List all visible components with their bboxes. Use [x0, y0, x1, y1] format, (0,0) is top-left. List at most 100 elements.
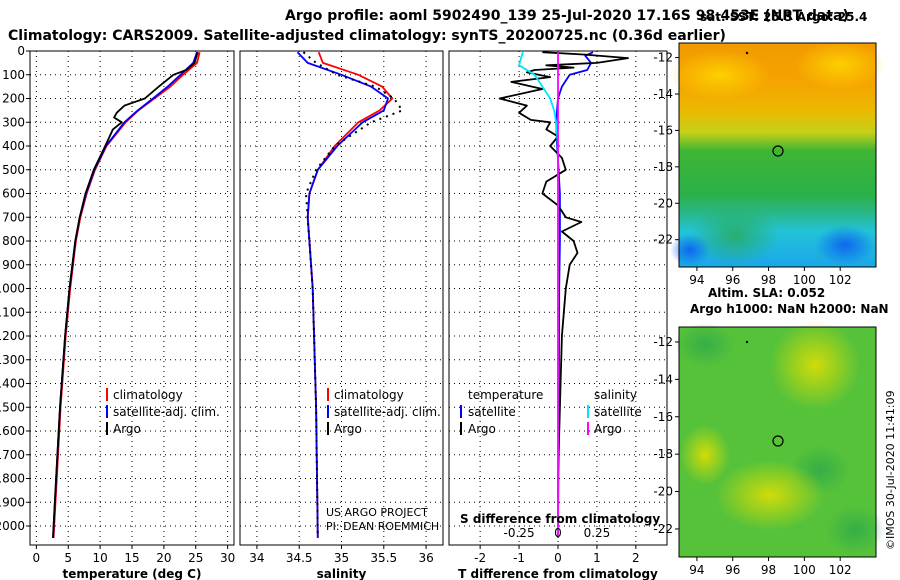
- map-x-tick-label: 100: [793, 273, 816, 287]
- sst-warm-patch: [795, 40, 885, 90]
- map-y-tick-label: -12: [653, 335, 673, 349]
- x-tick-label: 15: [124, 551, 139, 565]
- map-x-tick-label: 94: [689, 273, 704, 287]
- map-y-tick-label: -16: [653, 123, 673, 137]
- x-tick-label: 0: [554, 551, 562, 565]
- sla-map-title-line-1: Altim. SLA: 0.052: [708, 286, 825, 300]
- difference-panel: -2 -1 0 1 2 T difference from climatology -0.2…: [448, 50, 668, 580]
- x-tick-label: 1: [593, 551, 601, 565]
- legend-s-argo-label: Argo: [594, 422, 622, 436]
- x-tick-label: -1: [513, 551, 525, 565]
- map-x-tick-label: 100: [793, 563, 816, 577]
- x-tick-label: 34: [249, 551, 264, 565]
- series-line-climatology: [52, 51, 201, 538]
- sla-map: [675, 320, 885, 558]
- legend-climatology-label: climatology: [113, 388, 183, 402]
- y-tick-label: 600: [2, 187, 25, 201]
- y-tick-label: 1800: [0, 472, 25, 486]
- s-tick-label: -0.25: [504, 526, 535, 540]
- legend-argo-label: Argo: [334, 422, 362, 436]
- imos-credit: ©IMOS 30-Jul-2020 11:41:09: [884, 390, 897, 550]
- plot-frame: [239, 50, 444, 546]
- y-tick-label: 1300: [0, 353, 25, 367]
- x-axis-label: T difference from climatology: [458, 567, 658, 580]
- x-tick-label: 25: [188, 551, 203, 565]
- series-line-climatology: [306, 51, 394, 538]
- legend-satellite-label: satellite-adj. clim.: [334, 405, 441, 419]
- s-difference-label: S difference from climatology: [460, 512, 660, 526]
- salinity-legend: climatology satellite-adj. clim. Argo US…: [326, 388, 441, 533]
- y-tick-label: 100: [2, 68, 25, 82]
- argo-float-marker: [772, 435, 784, 447]
- sst-map-title: sat. SST: 25.3 Argo: 25.4: [700, 10, 867, 24]
- series-line-satellite-adj-clim-: [52, 51, 198, 538]
- map-y-tick-label: -22: [653, 233, 673, 247]
- x-axis-label: temperature (deg C): [63, 567, 202, 580]
- sla-map-frame: [678, 326, 877, 558]
- pi-annotation-line-2: PI: DEAN ROEMMICH: [326, 520, 439, 533]
- series-line-argo: [52, 51, 199, 538]
- title-line-2: Climatology: CARS2009. Satellite-adjuste…: [8, 28, 726, 44]
- map-x-tick-label: 102: [829, 273, 852, 287]
- sla-high-patch: [715, 460, 825, 530]
- y-tick-label: 400: [2, 139, 25, 153]
- map-x-tick-label: 96: [725, 563, 740, 577]
- difference-legend: temperature salinity satellite Argo sate…: [460, 388, 660, 526]
- y-tick-label: 1500: [0, 400, 25, 414]
- map-y-tick-label: -18: [653, 160, 673, 174]
- sla-map-title-line-2: Argo h1000: NaN h2000: NaN: [690, 302, 889, 316]
- y-tick-label: 1400: [0, 377, 25, 391]
- y-tick-label: 300: [2, 115, 25, 129]
- sst-map-axes: 94 96 98 100 102 -12 -14 -16 -18 -20 -22: [653, 51, 851, 287]
- legend-argo-label: Argo: [113, 422, 141, 436]
- y-tick-label: 1100: [0, 305, 25, 319]
- title-line-1: Argo profile: aoml 5902490_139 25-Jul-20…: [285, 8, 849, 24]
- y-tick-label: 1900: [0, 495, 25, 509]
- y-tick-label: 1200: [0, 329, 25, 343]
- map-x-tick-label: 94: [689, 563, 704, 577]
- map-y-tick-label: -22: [653, 522, 673, 536]
- legend-t-argo-label: Argo: [468, 422, 496, 436]
- sla-high-patch: [770, 320, 860, 410]
- pi-annotation-line-1: US ARGO PROJECT: [326, 506, 428, 519]
- sst-green-patch: [690, 205, 780, 265]
- map-y-tick-label: -20: [653, 196, 673, 210]
- island-dot: [745, 51, 749, 55]
- x-tick-label: 5: [64, 551, 72, 565]
- argo-float-marker: [772, 145, 784, 157]
- sst-warm-patch: [670, 50, 770, 100]
- series-line-t-satellite: [555, 51, 594, 538]
- map-y-tick-label: -14: [653, 372, 673, 386]
- map-x-tick-label: 96: [725, 273, 740, 287]
- x-axis-label: salinity: [317, 567, 367, 580]
- map-y-tick-label: -20: [653, 485, 673, 499]
- temperature-legend: climatology satellite-adj. clim. Argo: [106, 388, 220, 436]
- legend-t-satellite-label: satellite: [468, 405, 516, 419]
- plot-frame: [29, 50, 235, 546]
- x-tick-label: 2: [632, 551, 640, 565]
- sla-low-patch: [825, 505, 885, 555]
- y-tick-label: 1000: [0, 282, 25, 296]
- sla-high-patch: [680, 425, 730, 485]
- legend-temperature-title: temperature: [468, 388, 543, 402]
- series-line-s-satellite: [518, 51, 559, 538]
- map-y-tick-label: -16: [653, 410, 673, 424]
- sst-map: [670, 40, 885, 268]
- x-tick-label: 0: [33, 551, 41, 565]
- x-tick-label: -2: [474, 551, 486, 565]
- x-tick-label: 35.5: [370, 551, 397, 565]
- sla-low-patch: [675, 323, 735, 367]
- sla-map-axes: 94 96 98 100 102 -12 -14 -16 -18 -20 -22: [653, 335, 851, 577]
- x-tick-label: 10: [92, 551, 107, 565]
- x-tick-label: 34.5: [286, 551, 313, 565]
- y-tick-label: 500: [2, 163, 25, 177]
- y-tick-label: 700: [2, 210, 25, 224]
- sst-map-frame: [678, 42, 877, 268]
- sst-cold-patch: [670, 234, 710, 266]
- legend-satellite-label: satellite-adj. clim.: [113, 405, 220, 419]
- sst-cold-patch: [815, 225, 875, 265]
- y-tick-label: 1700: [0, 448, 25, 462]
- x-tick-label: 36: [418, 551, 433, 565]
- series-line-argo: [302, 51, 404, 538]
